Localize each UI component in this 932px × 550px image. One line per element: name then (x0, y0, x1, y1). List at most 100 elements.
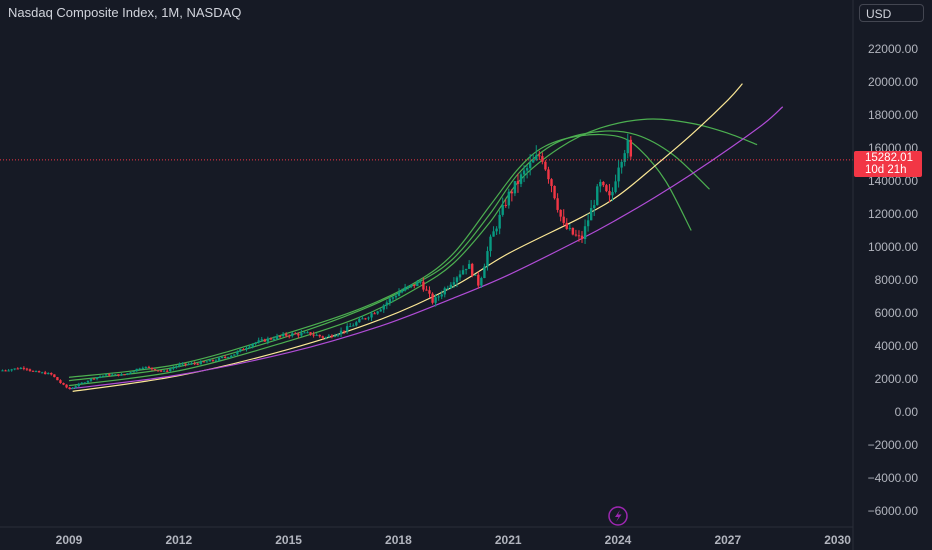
trendline-curve[interactable] (68, 118, 758, 387)
candle-body (214, 360, 218, 362)
lightning-icon[interactable] (608, 506, 628, 526)
candle-body (413, 284, 416, 287)
candle-body (220, 357, 224, 359)
candle-body (236, 351, 239, 355)
candle-body (80, 382, 84, 384)
candle-body (507, 191, 511, 206)
candle-body (199, 361, 202, 365)
candle-body (446, 287, 450, 289)
time-axis[interactable]: 2009 2012 2015 2018 2021 2024 2027 2030 (56, 533, 852, 547)
candle-body (461, 270, 465, 275)
candle-body (477, 274, 480, 286)
candle-body (583, 226, 587, 239)
candle-body (437, 296, 440, 298)
candle-body (330, 335, 334, 337)
candle-body (519, 174, 523, 184)
candle-body (217, 357, 221, 361)
candle-body (89, 378, 93, 381)
candle-body (1, 370, 4, 372)
candle-body (135, 368, 138, 372)
candle-body (260, 339, 263, 341)
candle-body (400, 290, 404, 293)
price-tick-label: −6000.00 (868, 504, 919, 518)
candle-body (364, 318, 367, 320)
candle-body (480, 278, 483, 286)
candle-body (416, 281, 419, 287)
currency-button[interactable]: USD (859, 4, 924, 22)
candle-body (339, 330, 343, 335)
candle-body (373, 313, 376, 315)
candle-body (303, 332, 306, 334)
candle-body (547, 169, 550, 180)
trendline-curve[interactable] (72, 83, 743, 392)
time-tick-label: 2018 (385, 533, 412, 547)
candle-body (498, 214, 501, 229)
price-tick-label: 22000.00 (868, 42, 918, 56)
candle-body (59, 380, 62, 383)
price-axis[interactable]: 22000.0020000.0018000.0016000.0014000.00… (868, 42, 919, 518)
candle-body (525, 168, 529, 171)
candle-body (297, 333, 300, 336)
candle-body (309, 332, 312, 335)
candle-body (391, 297, 395, 299)
candle-body (22, 367, 26, 369)
price-tick-label: 10000.00 (868, 240, 918, 254)
time-tick-label: 2009 (56, 533, 83, 547)
candle-body (611, 192, 614, 196)
candle-body (53, 374, 56, 378)
candle-body (388, 298, 392, 303)
candle-body (190, 363, 193, 365)
candle-body (352, 325, 355, 327)
candle-body (358, 318, 361, 323)
candle-body (443, 288, 446, 295)
candle-body (13, 368, 16, 370)
candle-body (251, 343, 254, 347)
candle-body (550, 179, 553, 186)
candle-body (86, 380, 90, 383)
price-tick-label: −4000.00 (868, 471, 919, 485)
candle-body (123, 374, 126, 376)
trendline-curve[interactable] (68, 133, 692, 378)
candle-body (617, 167, 620, 182)
candle-body (568, 227, 572, 229)
candle-body (312, 334, 315, 336)
price-tick-label: 20000.00 (868, 75, 918, 89)
time-tick-label: 2030 (824, 533, 851, 547)
candle-body (428, 290, 431, 294)
candle-body (284, 333, 288, 336)
candle-body (528, 162, 532, 169)
candle-body (156, 370, 160, 372)
candle-body (495, 228, 498, 232)
candle-body (175, 366, 178, 368)
candle-body (62, 382, 65, 385)
candle-body (138, 368, 141, 370)
candle-body (202, 361, 206, 363)
candle-body (367, 317, 370, 319)
candle-body (629, 139, 633, 157)
candle-layer (1, 133, 633, 390)
candle-body (294, 333, 297, 335)
time-tick-label: 2015 (275, 533, 302, 547)
candle-body (257, 340, 260, 343)
candle-body (28, 369, 32, 371)
candle-body (77, 383, 80, 387)
candle-body (291, 333, 294, 336)
candle-body (114, 374, 117, 376)
candle-body (141, 367, 145, 369)
time-tick-label: 2027 (714, 533, 741, 547)
candle-body (7, 370, 10, 372)
candle-body (105, 374, 108, 376)
trendline-curve[interactable] (68, 106, 784, 390)
last-price-value: 15282.01 (865, 152, 913, 164)
candle-body (150, 367, 154, 370)
candle-body (349, 326, 352, 328)
price-tick-label: 2000.00 (875, 372, 919, 386)
candle-body (71, 387, 74, 389)
candle-body (501, 204, 504, 215)
candle-body (580, 235, 584, 239)
candle-body (605, 185, 608, 192)
candle-body (458, 274, 462, 278)
price-tick-label: 4000.00 (875, 339, 919, 353)
